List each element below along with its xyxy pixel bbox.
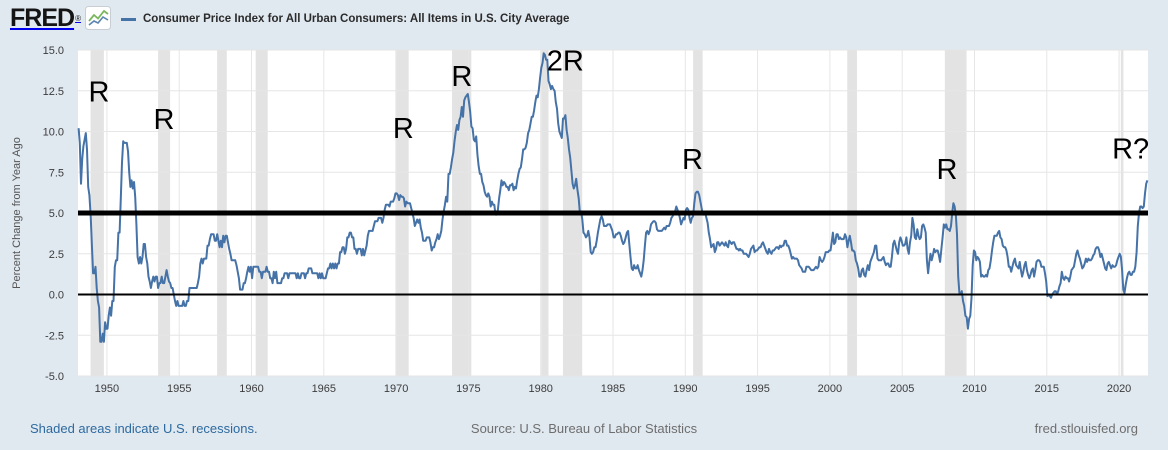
- fred-site-text: fred.stlouisfed.org: [1034, 421, 1138, 436]
- x-axis-tick-label: 1995: [745, 383, 769, 395]
- source-note: Source: U.S. Bureau of Labor Statistics: [470, 421, 698, 436]
- annotation-label: R: [451, 61, 472, 93]
- annotation-label: R: [937, 154, 958, 186]
- y-axis-tick-label: 2.5: [49, 249, 64, 261]
- series-legend-label: Consumer Price Index for All Urban Consu…: [143, 13, 570, 25]
- chart-footer: Shaded areas indicate U.S. recessions. S…: [0, 421, 1168, 437]
- annotation-label: R: [88, 76, 109, 108]
- x-axis-tick-label: 2020: [1107, 383, 1131, 395]
- registered-trademark: ®: [75, 13, 81, 23]
- annotation-label: R: [393, 113, 414, 145]
- annotation-label: R?: [1112, 133, 1149, 165]
- x-axis-tick-label: 1950: [95, 383, 119, 395]
- x-axis-tick-label: 1970: [384, 383, 408, 395]
- fred-logo-text: FRED: [10, 4, 75, 32]
- x-axis-tick-label: 1955: [167, 383, 191, 395]
- chart-header: FRED ® Consumer Price Index for All Urban…: [0, 0, 1168, 38]
- series-legend-swatch: [121, 17, 136, 21]
- y-axis-tick-label: 12.5: [43, 86, 64, 98]
- y-axis-title: Percent Change from Year Ago: [11, 137, 23, 289]
- x-axis-tick-label: 2005: [890, 383, 914, 395]
- y-axis-tick-label: -2.5: [45, 330, 64, 342]
- x-axis-tick-label: 1990: [673, 383, 697, 395]
- x-axis-tick-label: 1980: [528, 383, 552, 395]
- x-axis-tick-label: 1965: [312, 383, 336, 395]
- y-axis-tick-label: 5.0: [49, 208, 64, 220]
- fred-logo[interactable]: FRED ®: [10, 5, 111, 31]
- y-axis-tick-label: 7.5: [49, 167, 64, 179]
- y-axis-tick-label: 0.0: [49, 290, 64, 302]
- cpi-series-line: [77, 52, 1149, 343]
- fred-sparkline-icon: [84, 6, 111, 30]
- recessions-note-link[interactable]: Shaded areas indicate U.S. recessions.: [30, 421, 258, 436]
- x-axis-tick-label: 2010: [962, 383, 986, 395]
- x-axis-tick-label: 1985: [601, 383, 625, 395]
- y-axis-tick-label: -5.0: [45, 371, 64, 383]
- annotation-label: R: [682, 144, 703, 176]
- y-axis-tick-label: 10.0: [43, 127, 64, 139]
- x-axis-tick-label: 2015: [1035, 383, 1059, 395]
- annotation-label: R: [154, 104, 175, 136]
- x-axis-tick-label: 1975: [456, 383, 480, 395]
- y-axis-tick-label: 15.0: [43, 45, 64, 57]
- x-axis-tick-label: 1960: [239, 383, 263, 395]
- x-axis-tick-label: 2000: [818, 383, 842, 395]
- series-legend: Consumer Price Index for All Urban Consu…: [121, 13, 569, 25]
- annotation-label: 2R: [547, 45, 584, 77]
